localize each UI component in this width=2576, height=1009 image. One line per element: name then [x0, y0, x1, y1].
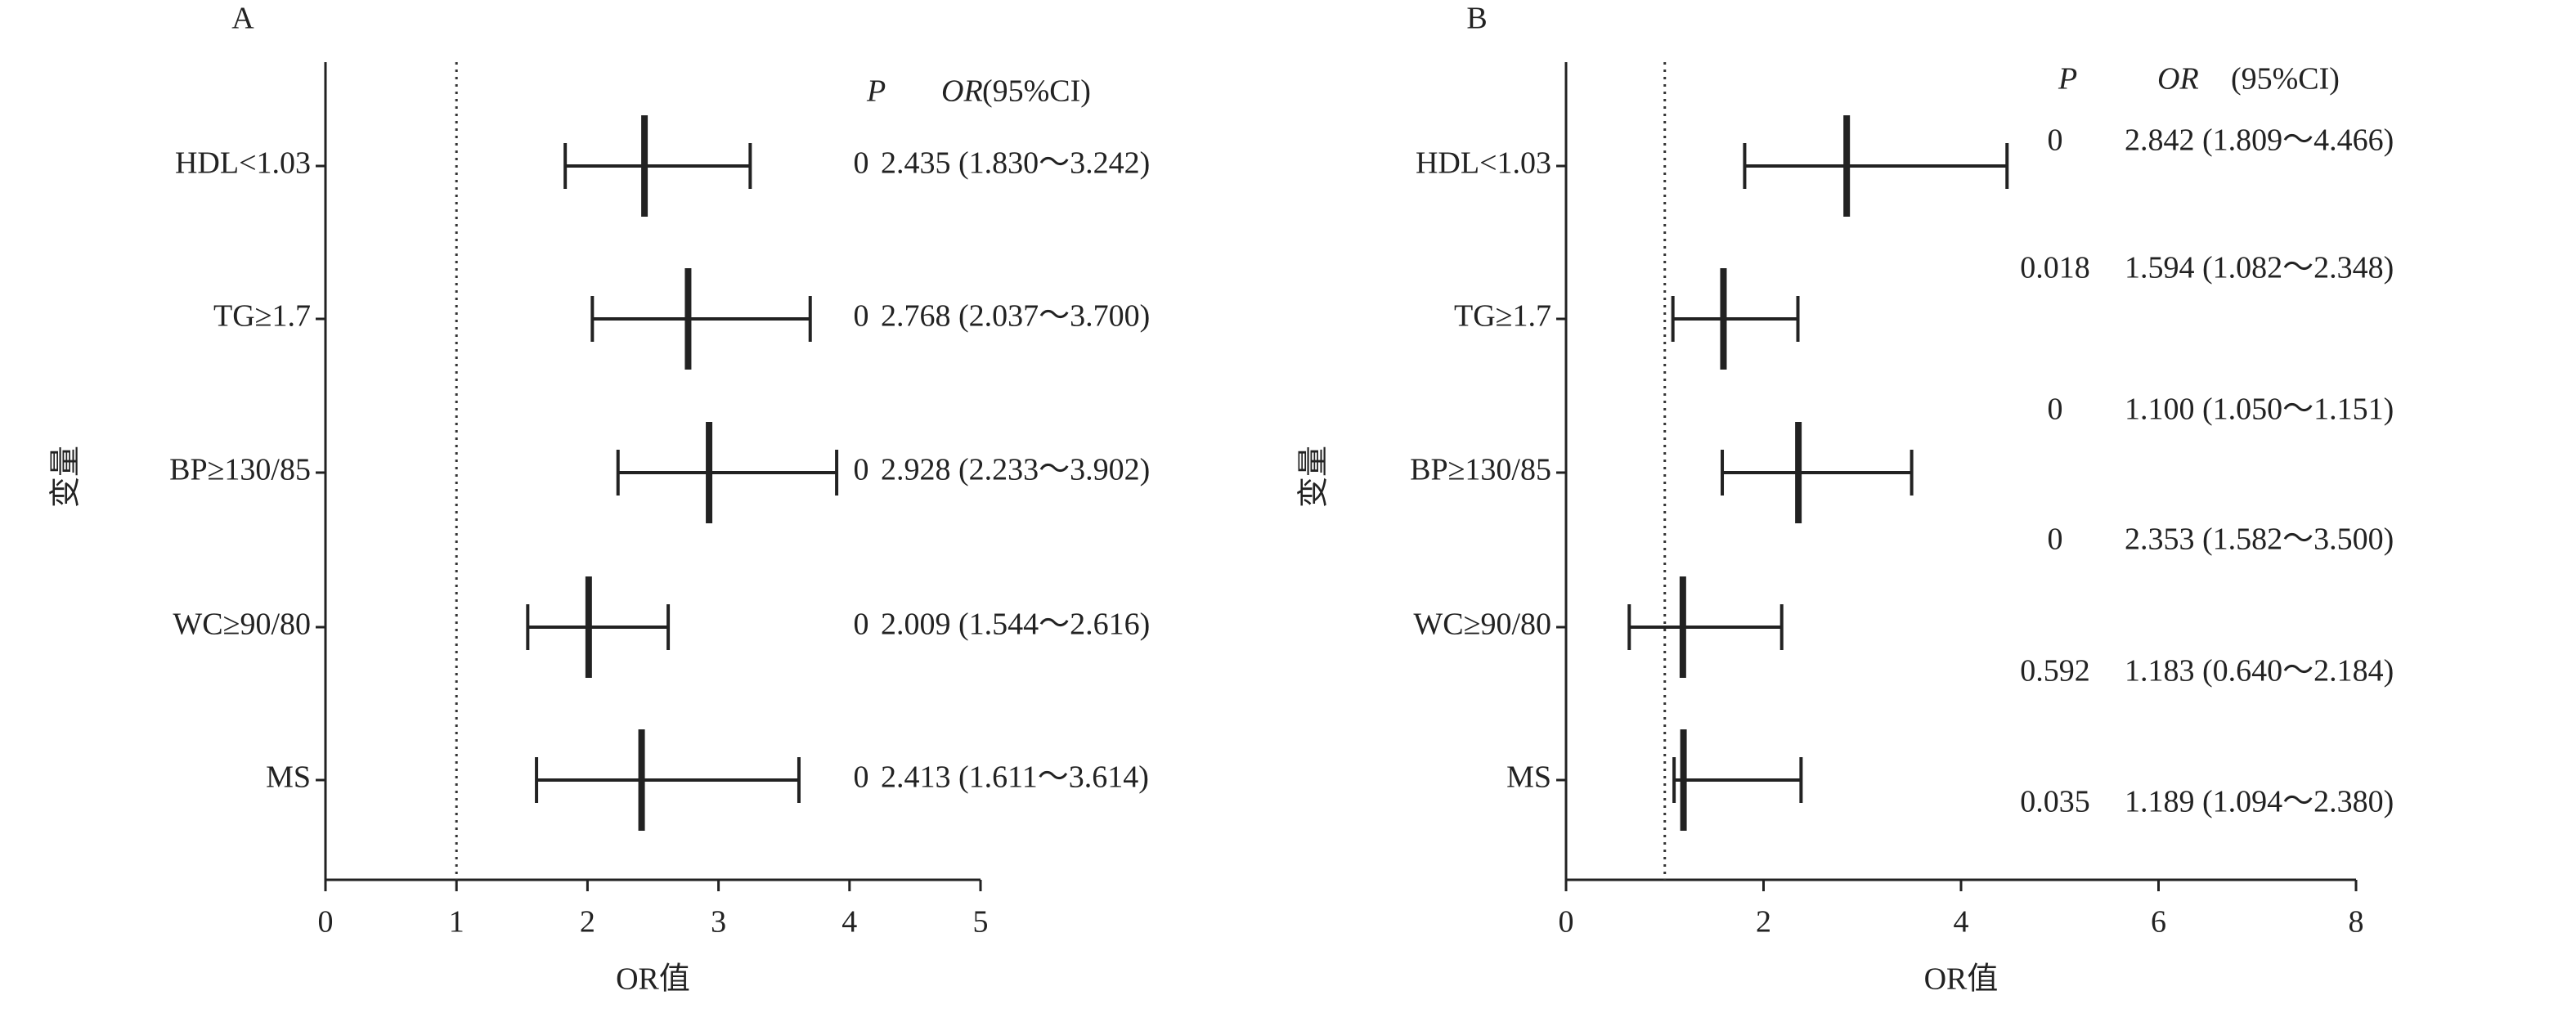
x-tick-label: 2	[1756, 905, 1771, 939]
or-ci-text: 1.183 (0.640～2.184)	[2125, 654, 2394, 688]
p-value: 0.592	[2020, 654, 2090, 688]
y-axis-label: 变量	[1297, 446, 1331, 508]
table-header: P	[2058, 62, 2077, 96]
y-tick-label: MS	[266, 760, 311, 795]
x-axis-label: OR值	[616, 962, 690, 997]
or-ci-text: 1.594 (1.082～2.348)	[2125, 251, 2394, 285]
x-tick-label: 6	[2151, 905, 2166, 939]
or-ci-text: 1.189 (1.094～2.380)	[2125, 785, 2394, 819]
x-tick-label: 0	[318, 905, 334, 939]
y-tick-label: TG≥1.7	[1454, 299, 1551, 334]
y-tick-label: MS	[1506, 760, 1551, 795]
x-tick-label: 4	[1954, 905, 1969, 939]
y-tick-label: BP≥130/85	[1410, 453, 1551, 487]
or-ci-text: 1.100 (1.050～1.151)	[2125, 392, 2394, 427]
table-header: P	[866, 74, 886, 109]
table-header: (95%CI)	[2231, 62, 2340, 96]
x-tick-label: 1	[449, 905, 464, 939]
x-tick-label: 3	[711, 905, 726, 939]
or-ci-text: 2.928 (2.233～3.902)	[881, 453, 1150, 487]
y-tick-label: WC≥90/80	[1413, 608, 1551, 642]
p-value: 0	[854, 760, 869, 795]
p-value: 0.035	[2020, 785, 2090, 819]
x-axis-label: OR值	[1924, 962, 1999, 997]
y-tick-label: HDL<1.03	[175, 146, 311, 181]
x-tick-label: 5	[973, 905, 989, 939]
or-ci-text: 2.353 (1.582～3.500)	[2125, 522, 2394, 557]
p-value: 0	[854, 299, 869, 334]
y-axis-label: 变量	[49, 446, 83, 508]
table-header: (95%CI)	[982, 74, 1091, 109]
y-tick-label: HDL<1.03	[1416, 146, 1551, 181]
p-value: 0	[854, 453, 869, 487]
x-tick-label: 2	[580, 905, 595, 939]
p-value: 0	[2048, 392, 2063, 427]
p-value: 0	[854, 146, 869, 181]
table-header: OR	[2157, 62, 2199, 96]
y-tick-label: WC≥90/80	[173, 608, 311, 642]
x-tick-label: 8	[2349, 905, 2364, 939]
p-value: 0	[2048, 123, 2063, 158]
table-header: OR	[941, 74, 983, 109]
panel-label: B	[1466, 2, 1487, 36]
p-value: 0	[854, 608, 869, 642]
or-ci-text: 2.842 (1.809～4.466)	[2125, 123, 2394, 158]
or-ci-text: 2.413 (1.611～3.614)	[881, 760, 1149, 795]
p-value: 0	[2048, 522, 2063, 557]
x-tick-label: 4	[841, 905, 857, 939]
x-tick-label: 0	[1559, 905, 1574, 939]
or-ci-text: 2.435 (1.830～3.242)	[881, 146, 1150, 181]
p-value: 0.018	[2020, 251, 2090, 285]
or-ci-text: 2.768 (2.037～3.700)	[881, 299, 1150, 334]
panel-label: A	[231, 2, 254, 36]
y-tick-label: BP≥130/85	[169, 453, 311, 487]
or-ci-text: 2.009 (1.544～2.616)	[881, 608, 1150, 642]
y-tick-label: TG≥1.7	[213, 299, 311, 334]
